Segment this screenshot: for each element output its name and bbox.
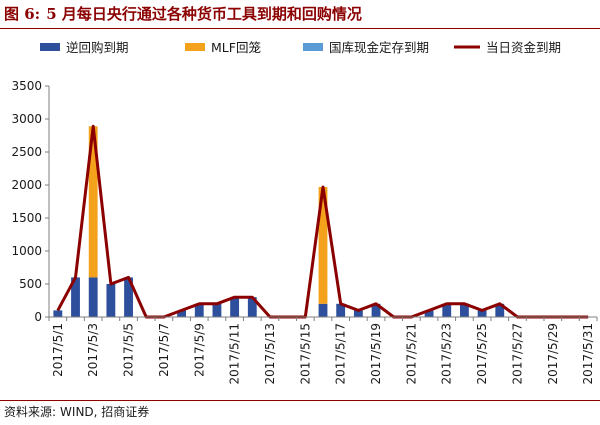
x-tick-label: 2017/5/1	[51, 323, 65, 377]
legend-label-3: 当日资金到期	[486, 40, 561, 55]
source-label: 资料来源:	[4, 405, 57, 419]
bar-1-2	[88, 126, 98, 278]
x-tick-label: 2017/5/19	[369, 323, 383, 385]
x-tick-label: 2017/5/31	[581, 323, 595, 385]
x-tick-label: 2017/5/13	[263, 323, 277, 385]
x-axis: 2017/5/1 2017/5/3 2017/5/5 2017/5/7 2017/5/9…	[48, 316, 598, 385]
y-tick-label: 2500	[11, 145, 42, 159]
x-tick-label: 2017/5/21	[404, 323, 418, 385]
bar-0-21	[424, 310, 434, 317]
bar-0-3	[106, 284, 116, 317]
figure-number: 图 6:	[4, 5, 41, 23]
y-tick-label: 500	[19, 277, 42, 291]
bar-0-11	[247, 297, 257, 317]
x-tick-label: 2017/5/9	[192, 323, 206, 377]
bar-0-8	[194, 303, 204, 317]
bar-0-2	[88, 277, 98, 317]
bar-0-18	[371, 303, 381, 317]
bar-0-23	[460, 303, 469, 317]
y-tick-label: 1000	[11, 244, 42, 258]
y-axis: 0 500 1000 1500 2000 2500 3000 3500	[11, 79, 50, 324]
source-text: WIND, 招商证券	[60, 405, 150, 419]
y-tick-label: 3500	[11, 79, 42, 93]
x-tick-label: 2017/5/27	[510, 323, 524, 385]
y-tick-label: 3000	[11, 112, 42, 126]
legend-swatch-2	[303, 43, 323, 51]
bar-0-1	[71, 277, 80, 317]
bar-1-15	[318, 186, 328, 304]
bar-0-4	[124, 277, 133, 317]
source-divider	[0, 400, 600, 401]
figure-title-text: 5 月每日央行通过各种货币工具到期和回购情况	[46, 5, 362, 23]
chart-legend: 逆回购到期 MLF回笼 国库现金定存到期 当日资金到期	[40, 40, 561, 55]
y-tick-label: 1500	[11, 211, 42, 225]
x-tick-label: 2017/5/25	[475, 323, 489, 385]
source-note: 资料来源: WIND, 招商证券	[4, 402, 153, 422]
bar-0-16	[336, 303, 346, 317]
bar-0-15	[318, 303, 328, 317]
x-tick-label: 2017/5/11	[228, 323, 242, 385]
legend-swatch-0	[40, 43, 60, 51]
legend-label-1: MLF回笼	[211, 40, 261, 55]
bar-0-7	[177, 310, 186, 317]
x-tick-label: 2017/5/5	[122, 323, 136, 377]
x-tick-label: 2017/5/23	[440, 323, 454, 385]
legend-swatch-1	[185, 43, 205, 51]
figure-title: 图 6: 5 月每日央行通过各种货币工具到期和回购情况	[4, 2, 596, 28]
chart: 逆回购到期 MLF回笼 国库现金定存到期 当日资金到期 0 500 1000 1500 200…	[11, 40, 598, 385]
bar-0-9	[212, 303, 222, 317]
y-tick-label: 0	[34, 310, 42, 324]
x-tick-label: 2017/5/17	[334, 323, 348, 385]
bars	[53, 126, 505, 317]
x-tick-label: 2017/5/15	[298, 323, 312, 385]
x-tick-label: 2017/5/7	[157, 323, 171, 377]
legend-label-0: 逆回购到期	[66, 40, 129, 55]
y-tick-label: 2000	[11, 178, 42, 192]
x-tick-label: 2017/5/3	[86, 323, 100, 377]
bar-0-17	[353, 310, 363, 317]
bar-0-24	[477, 310, 487, 317]
x-tick-label: 2017/5/29	[546, 323, 560, 385]
bar-0-0	[53, 310, 63, 317]
bar-0-22	[442, 303, 452, 317]
title-divider	[0, 28, 600, 29]
bar-0-25	[495, 303, 505, 317]
bar-0-10	[230, 297, 240, 317]
legend-label-2: 国库现金定存到期	[329, 40, 429, 55]
